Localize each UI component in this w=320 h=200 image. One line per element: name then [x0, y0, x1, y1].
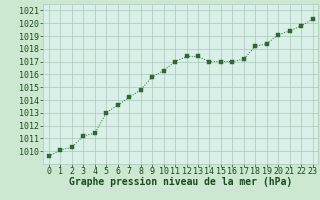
X-axis label: Graphe pression niveau de la mer (hPa): Graphe pression niveau de la mer (hPa) [69, 177, 292, 187]
